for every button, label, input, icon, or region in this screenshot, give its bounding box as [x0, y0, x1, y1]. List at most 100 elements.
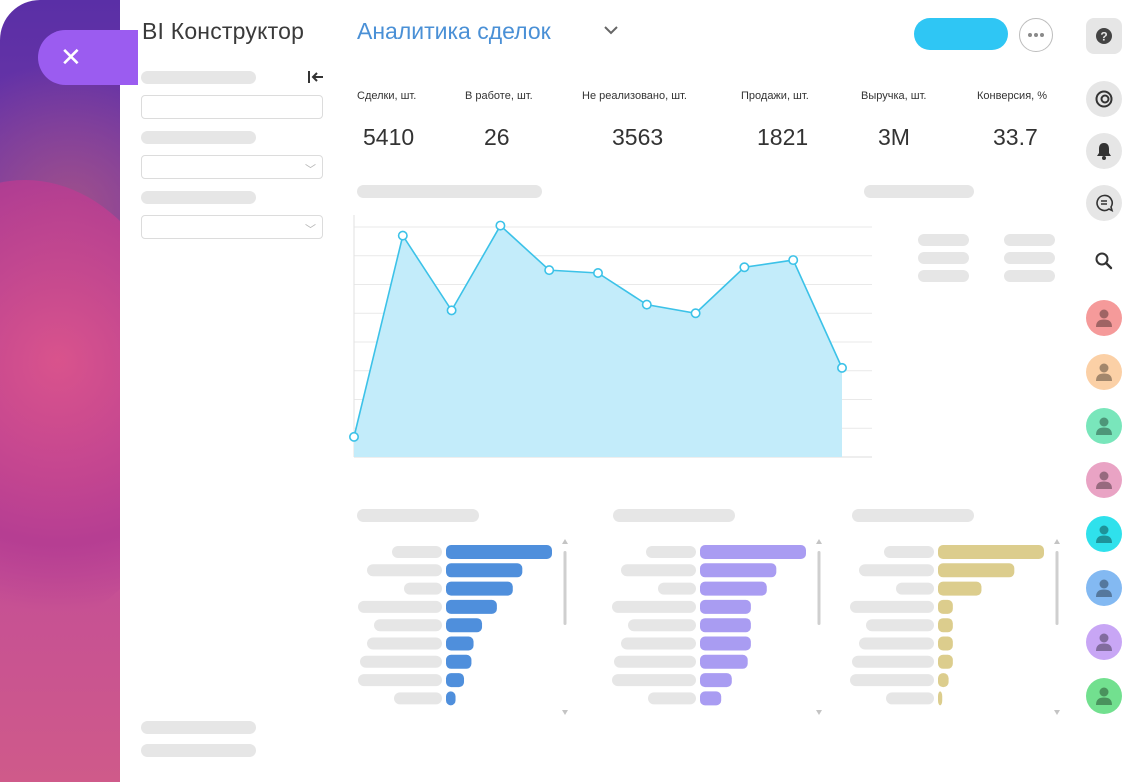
bar-label-placeholder [612, 600, 696, 613]
bar-label-placeholder [896, 582, 934, 595]
notifications-button[interactable] [1086, 133, 1122, 169]
bar-label-placeholder [859, 564, 934, 577]
chevron-down-icon: ﹀ [305, 224, 316, 236]
sidebar-footer-placeholder[interactable] [141, 721, 256, 734]
legend-placeholder [918, 270, 969, 282]
kpi-label-conversion: Конверсия, % [977, 90, 1048, 102]
bar-label-placeholder [374, 619, 442, 632]
background-gradient [0, 0, 130, 782]
bar-label-placeholder [884, 546, 934, 558]
user-avatar[interactable] [1086, 408, 1122, 444]
filter-label-placeholder [141, 191, 256, 204]
bar [446, 581, 513, 596]
bar-label-placeholder [360, 655, 442, 668]
scrollbar-thumb [1055, 551, 1059, 625]
scrollbar-thumb [563, 551, 567, 625]
search-icon [1095, 252, 1113, 270]
scroll-up-arrow [562, 539, 568, 544]
area-fill [354, 225, 842, 457]
help-button[interactable]: ? [1086, 18, 1122, 54]
bar-chart-title-placeholder [852, 509, 974, 522]
bar [700, 654, 748, 669]
bar [446, 673, 465, 688]
kpi-label-revenue: Выручка, шт. [861, 90, 927, 102]
collapse-left-icon[interactable] [307, 70, 325, 84]
bar [938, 636, 953, 651]
bar-label-placeholder [621, 564, 696, 577]
chat-button[interactable] [1086, 185, 1122, 221]
filter-select[interactable]: ﹀ [141, 215, 323, 239]
bar-label-placeholder [628, 619, 696, 632]
bar [700, 636, 751, 651]
kpi-value-in-progress: 26 [484, 124, 510, 150]
bar [938, 581, 982, 596]
close-button[interactable]: ✕ [38, 30, 138, 85]
data-point [495, 220, 506, 231]
user-avatar[interactable] [1086, 570, 1122, 606]
scroll-up-arrow [1054, 539, 1060, 544]
bar-chart-3 [850, 539, 1060, 715]
user-icon [1096, 309, 1112, 327]
user-avatar[interactable] [1086, 678, 1122, 714]
filter-select[interactable]: ﹀ [141, 155, 323, 179]
currency-button[interactable] [1086, 81, 1122, 117]
bar [446, 618, 483, 633]
user-icon [1096, 525, 1112, 543]
user-icon [1096, 471, 1112, 489]
bar-label-placeholder [392, 546, 442, 558]
bar [700, 581, 767, 596]
bar-label-placeholder [367, 564, 442, 577]
user-avatar[interactable] [1086, 354, 1122, 390]
data-point [641, 299, 652, 310]
bar [700, 673, 732, 688]
report-title[interactable]: Аналитика сделок [357, 18, 551, 44]
bar [938, 654, 953, 669]
scroll-down-arrow [1054, 710, 1060, 715]
chevron-down-icon[interactable] [604, 25, 618, 35]
legend-title-placeholder [864, 185, 974, 198]
more-button[interactable] [1019, 18, 1053, 52]
bell-icon [1097, 143, 1111, 160]
bar-label-placeholder [852, 655, 934, 668]
scroll-up-arrow [816, 539, 822, 544]
bar [938, 563, 1015, 578]
user-avatar[interactable] [1086, 624, 1122, 660]
data-point [446, 305, 457, 316]
close-icon: ✕ [60, 42, 82, 72]
bar-label-placeholder [404, 582, 442, 595]
bar [938, 691, 943, 706]
bar-label-placeholder [614, 655, 696, 668]
bar [700, 618, 751, 633]
data-point [788, 255, 799, 266]
kpi-value-revenue: 3M [878, 124, 910, 150]
bar [938, 618, 953, 633]
bar-label-placeholder [358, 674, 442, 687]
user-avatar[interactable] [1086, 300, 1122, 336]
scroll-down-arrow [562, 710, 568, 715]
bar [700, 691, 722, 706]
bar-chart-title-placeholder [613, 509, 735, 522]
bar-chart-2 [612, 539, 822, 715]
data-point [397, 230, 408, 241]
primary-action-button[interactable] [914, 18, 1008, 50]
scroll-down-arrow [816, 710, 822, 715]
user-icon [1096, 417, 1112, 435]
filter-input[interactable] [141, 95, 323, 119]
bar [938, 599, 953, 614]
filter-label-placeholder [141, 71, 256, 84]
bar [446, 563, 523, 578]
data-point [690, 308, 701, 319]
bar [446, 636, 474, 651]
scrollbar-thumb [817, 551, 821, 625]
user-avatar[interactable] [1086, 516, 1122, 552]
kpi-value-sales: 1821 [757, 124, 809, 150]
bar-label-placeholder [886, 692, 934, 705]
bar [446, 654, 472, 669]
search-button[interactable] [1086, 243, 1122, 279]
bar [446, 691, 456, 706]
sidebar-footer-placeholder[interactable] [141, 744, 256, 757]
legend-placeholder [1004, 234, 1055, 246]
user-avatar[interactable] [1086, 462, 1122, 498]
bar-label-placeholder [646, 546, 696, 558]
currency-icon [1095, 90, 1113, 108]
